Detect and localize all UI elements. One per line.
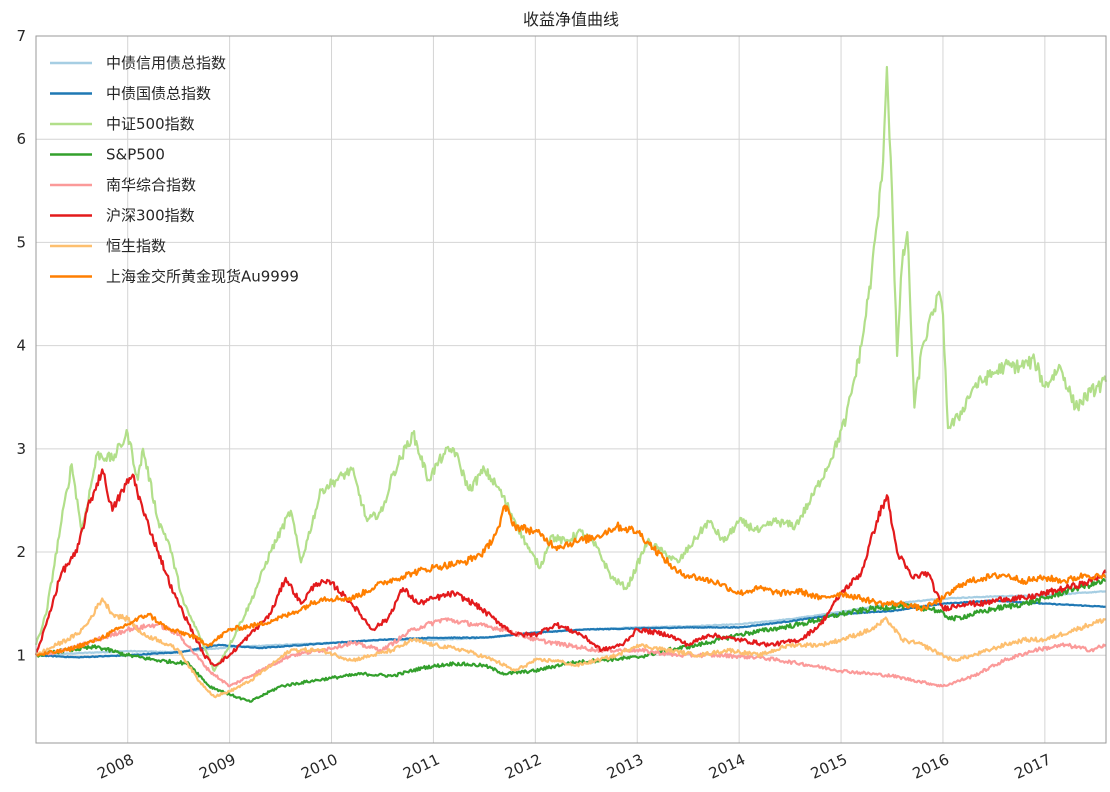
- y-tick-label: 6: [16, 130, 26, 148]
- y-tick-label: 1: [16, 646, 26, 664]
- plot-frame: [35, 35, 1107, 744]
- x-tick-label: 2011: [400, 750, 442, 782]
- y-tick-label: 5: [16, 233, 26, 251]
- x-tick-label: 2012: [502, 750, 544, 782]
- x-tick-label: 2015: [808, 750, 850, 782]
- x-tick-labels: 2008 2009 2010 2011 2012 2013 2014 2015 2016 2017: [94, 750, 1053, 782]
- series-line-7: [35, 504, 1107, 657]
- x-tick-label: 2008: [94, 750, 136, 782]
- x-tick-label: 2009: [196, 750, 238, 782]
- y-tick-label: 4: [16, 337, 26, 355]
- legend-label: 中债国债总指数: [106, 85, 211, 103]
- series-lines: [34, 65, 1108, 703]
- y-tick-label: 3: [16, 440, 26, 458]
- legend-label: 上海金交所黄金现货Au9999: [106, 268, 299, 286]
- y-tick-label: 2: [16, 543, 26, 561]
- y-tick-labels: 1 2 3 4 5 6 7: [16, 27, 26, 664]
- x-tick-label: 2016: [910, 750, 952, 782]
- legend-label: 恒生指数: [106, 237, 166, 255]
- series-line-5: [34, 468, 1107, 667]
- x-tick-label: 2010: [298, 750, 340, 782]
- legend-label: S&P500: [106, 146, 165, 164]
- x-tick-label: 2017: [1012, 750, 1054, 782]
- chart-title: 收益净值曲线: [523, 10, 619, 29]
- series-line-2: [34, 65, 1108, 672]
- x-tick-label: 2013: [604, 750, 646, 782]
- legend-label: 中证500指数: [106, 115, 195, 133]
- series-line-4: [35, 617, 1107, 688]
- y-tick-label: 7: [16, 27, 26, 45]
- legend-label: 中债信用债总指数: [106, 54, 226, 72]
- legend-label: 南华综合指数: [106, 176, 196, 194]
- series-line-6: [35, 597, 1107, 699]
- legend-label: 沪深300指数: [106, 207, 195, 225]
- x-tick-label: 2014: [706, 750, 748, 782]
